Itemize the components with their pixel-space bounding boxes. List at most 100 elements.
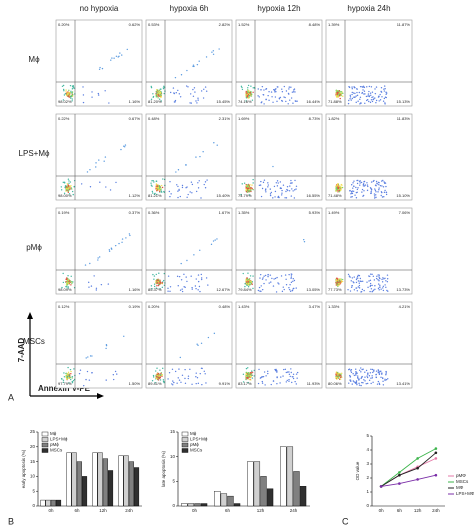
event-dot	[279, 181, 282, 183]
event-dot	[339, 378, 342, 380]
event-dot	[353, 276, 355, 278]
event-dot	[114, 370, 117, 373]
event-dot	[67, 371, 70, 374]
event-dot	[258, 368, 260, 371]
quadrant-value: 1.39%	[328, 22, 340, 27]
event-dot	[151, 185, 153, 187]
x-tick-label: 6h	[225, 508, 231, 513]
event-dot	[152, 179, 154, 182]
event-dot	[277, 195, 280, 198]
event-dot	[370, 86, 373, 88]
event-dot	[382, 186, 385, 188]
legend-label: MSCs	[190, 448, 203, 453]
event-dot	[374, 88, 376, 90]
event-dot	[67, 366, 69, 369]
event-dot	[296, 100, 298, 102]
quadrant-value: 2.82%	[219, 22, 231, 27]
event-dot	[91, 355, 93, 357]
event-dot	[247, 281, 250, 283]
event-dot	[150, 285, 153, 287]
event-dot	[351, 86, 353, 88]
event-dot	[65, 278, 67, 280]
x-axis-label: Annexin V-PE	[38, 384, 91, 393]
event-dot	[382, 289, 385, 292]
event-dot	[66, 94, 68, 96]
event-dot	[160, 95, 162, 98]
event-dot	[103, 160, 105, 162]
event-dot	[380, 194, 382, 197]
event-dot	[248, 378, 251, 381]
y-tick-label: 0	[366, 503, 369, 508]
event-dot	[251, 99, 254, 101]
y-tick-label: 1	[366, 489, 369, 494]
event-dot	[177, 169, 180, 171]
y-tick-label: 0	[32, 503, 35, 508]
event-dot	[253, 375, 255, 377]
quadrant-value: 1.82%	[328, 116, 340, 121]
event-dot	[167, 287, 169, 290]
event-dot	[349, 276, 351, 278]
event-dot	[156, 367, 158, 369]
event-dot	[121, 238, 124, 240]
event-dot	[276, 86, 278, 88]
event-dot	[366, 86, 368, 88]
event-dot	[68, 180, 70, 182]
event-dot	[353, 289, 356, 291]
event-dot	[178, 379, 181, 381]
event-dot	[252, 287, 254, 290]
quadrant-value: 1.35%	[238, 210, 250, 215]
event-dot	[335, 95, 338, 97]
event-dot	[352, 182, 354, 184]
x-tick-label: 0h	[192, 508, 198, 513]
line	[380, 452, 437, 487]
event-dot	[351, 91, 353, 94]
bar	[81, 476, 88, 507]
quadrant-value: 97.79%	[58, 381, 72, 386]
event-dot	[335, 375, 338, 378]
event-dot	[245, 191, 248, 193]
event-dot	[356, 383, 358, 386]
bar	[286, 446, 294, 507]
quadrant-value: 1.43%	[238, 304, 250, 309]
y-tick-label: 10	[30, 474, 36, 479]
event-dot	[179, 195, 182, 198]
event-dot	[153, 181, 155, 183]
event-dot	[377, 380, 380, 383]
event-dot	[290, 179, 292, 182]
event-dot	[167, 290, 169, 292]
event-dot	[158, 89, 161, 91]
event-dot	[272, 165, 274, 168]
event-dot	[207, 336, 210, 339]
event-dot	[176, 275, 179, 278]
event-dot	[338, 373, 340, 375]
quadrant-value: 1.49%	[328, 210, 340, 215]
row-label: pMϕ	[26, 243, 42, 252]
row-label: MSCs	[23, 337, 45, 346]
event-dot	[260, 89, 262, 91]
event-dot	[355, 287, 357, 289]
bar	[299, 486, 307, 507]
event-dot	[63, 90, 65, 92]
panel-label: C	[342, 516, 349, 526]
event-dot	[360, 367, 362, 369]
bar	[40, 499, 46, 507]
event-dot	[263, 179, 266, 181]
event-dot	[372, 371, 374, 374]
event-dot	[180, 74, 183, 76]
event-dot	[359, 277, 362, 280]
event-dot	[250, 90, 252, 93]
event-dot	[70, 90, 72, 93]
event-dot	[339, 278, 341, 280]
event-dot	[367, 372, 369, 375]
event-dot	[260, 285, 262, 287]
event-dot	[269, 193, 272, 195]
event-dot	[371, 284, 373, 287]
event-dot	[64, 92, 67, 95]
event-dot	[355, 186, 357, 189]
event-dot	[163, 272, 166, 275]
event-dot	[354, 194, 356, 196]
event-dot	[276, 185, 279, 187]
event-dot	[158, 98, 161, 100]
event-dot	[207, 284, 209, 286]
